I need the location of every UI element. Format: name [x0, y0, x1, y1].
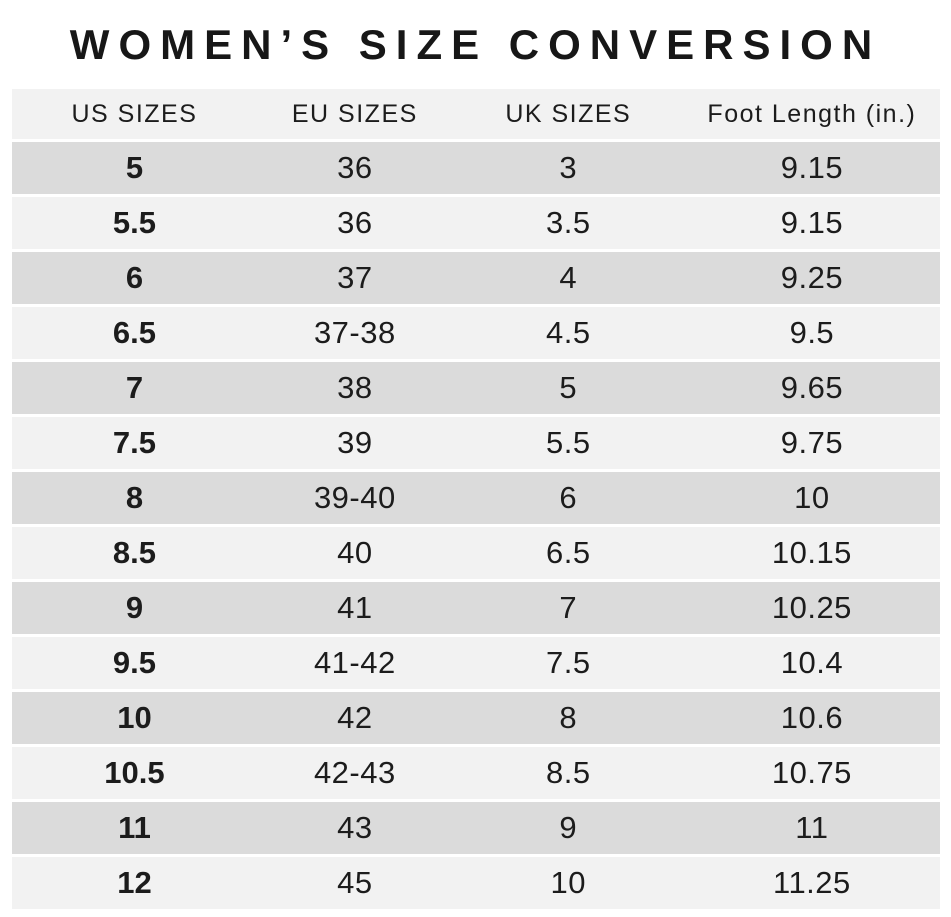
cell-eu: 38	[257, 362, 453, 414]
table-row: 7 38 5 9.65	[11, 362, 940, 414]
cell-uk: 8	[452, 692, 685, 744]
column-header-eu: EU SIZES	[257, 89, 453, 139]
cell-us: 6	[11, 252, 258, 304]
table-row: 10.5 42-43 8.5 10.75	[11, 747, 940, 799]
cell-foot-length: 9.65	[684, 362, 940, 414]
cell-uk: 7	[452, 582, 685, 634]
cell-foot-length: 9.15	[684, 197, 940, 249]
cell-foot-length: 9.25	[684, 252, 940, 304]
table-header-row: US SIZES EU SIZES UK SIZES Foot Length (in.…	[11, 89, 940, 139]
cell-eu: 40	[257, 527, 453, 579]
cell-foot-length: 9.5	[684, 307, 940, 359]
cell-uk: 5	[452, 362, 685, 414]
cell-us: 6.5	[11, 307, 258, 359]
page-title: WOMEN’S SIZE CONVERSION	[69, 21, 882, 68]
table-row: 12 45 10 11.25	[11, 857, 940, 909]
cell-eu: 43	[257, 802, 453, 854]
cell-foot-length: 10.25	[684, 582, 940, 634]
cell-eu: 36	[257, 142, 453, 194]
table-row: 9.5 41-42 7.5 10.4	[11, 637, 940, 689]
cell-eu: 37	[257, 252, 453, 304]
cell-us: 7.5	[11, 417, 258, 469]
cell-foot-length: 10	[684, 472, 940, 524]
cell-us: 12	[11, 857, 258, 909]
cell-us: 5	[11, 142, 258, 194]
cell-uk: 10	[452, 857, 685, 909]
column-header-uk: UK SIZES	[452, 89, 685, 139]
table-row: 10 42 8 10.6	[11, 692, 940, 744]
table-body: 5 36 3 9.15 5.5 36 3.5 9.15 6 37 4 9.25 6.5 37-38 4.5 9…	[11, 142, 940, 909]
cell-uk: 8.5	[452, 747, 685, 799]
cell-eu: 41	[257, 582, 453, 634]
cell-us: 10.5	[11, 747, 258, 799]
cell-foot-length: 10.6	[684, 692, 940, 744]
table-row: 8 39-40 6 10	[11, 472, 940, 524]
cell-us: 9.5	[11, 637, 258, 689]
cell-foot-length: 10.75	[684, 747, 940, 799]
size-conversion-table: US SIZES EU SIZES UK SIZES Foot Length (in.…	[11, 86, 940, 912]
cell-us: 11	[11, 802, 258, 854]
table-row: 8.5 40 6.5 10.15	[11, 527, 940, 579]
cell-us: 10	[11, 692, 258, 744]
table-row: 5.5 36 3.5 9.15	[11, 197, 940, 249]
cell-foot-length: 11	[684, 802, 940, 854]
cell-us: 9	[11, 582, 258, 634]
cell-us: 5.5	[11, 197, 258, 249]
cell-uk: 5.5	[452, 417, 685, 469]
column-header-foot-length: Foot Length (in.)	[684, 89, 940, 139]
column-header-us: US SIZES	[11, 89, 258, 139]
cell-foot-length: 9.15	[684, 142, 940, 194]
cell-foot-length: 11.25	[684, 857, 940, 909]
cell-eu: 42-43	[257, 747, 453, 799]
table-row: 9 41 7 10.25	[11, 582, 940, 634]
cell-uk: 3	[452, 142, 685, 194]
cell-eu: 37-38	[257, 307, 453, 359]
cell-uk: 7.5	[452, 637, 685, 689]
cell-foot-length: 10.15	[684, 527, 940, 579]
cell-uk: 6.5	[452, 527, 685, 579]
table-row: 6.5 37-38 4.5 9.5	[11, 307, 940, 359]
cell-uk: 6	[452, 472, 685, 524]
cell-foot-length: 9.75	[684, 417, 940, 469]
cell-eu: 45	[257, 857, 453, 909]
cell-us: 7	[11, 362, 258, 414]
cell-eu: 39	[257, 417, 453, 469]
cell-eu: 41-42	[257, 637, 453, 689]
cell-uk: 4	[452, 252, 685, 304]
table-row: 6 37 4 9.25	[11, 252, 940, 304]
cell-eu: 36	[257, 197, 453, 249]
cell-uk: 9	[452, 802, 685, 854]
cell-uk: 4.5	[452, 307, 685, 359]
cell-foot-length: 10.4	[684, 637, 940, 689]
cell-eu: 39-40	[257, 472, 453, 524]
table-row: 11 43 9 11	[11, 802, 940, 854]
table-row: 7.5 39 5.5 9.75	[11, 417, 940, 469]
cell-us: 8.5	[11, 527, 258, 579]
cell-us: 8	[11, 472, 258, 524]
table-row: 5 36 3 9.15	[11, 142, 940, 194]
cell-eu: 42	[257, 692, 453, 744]
cell-uk: 3.5	[452, 197, 685, 249]
